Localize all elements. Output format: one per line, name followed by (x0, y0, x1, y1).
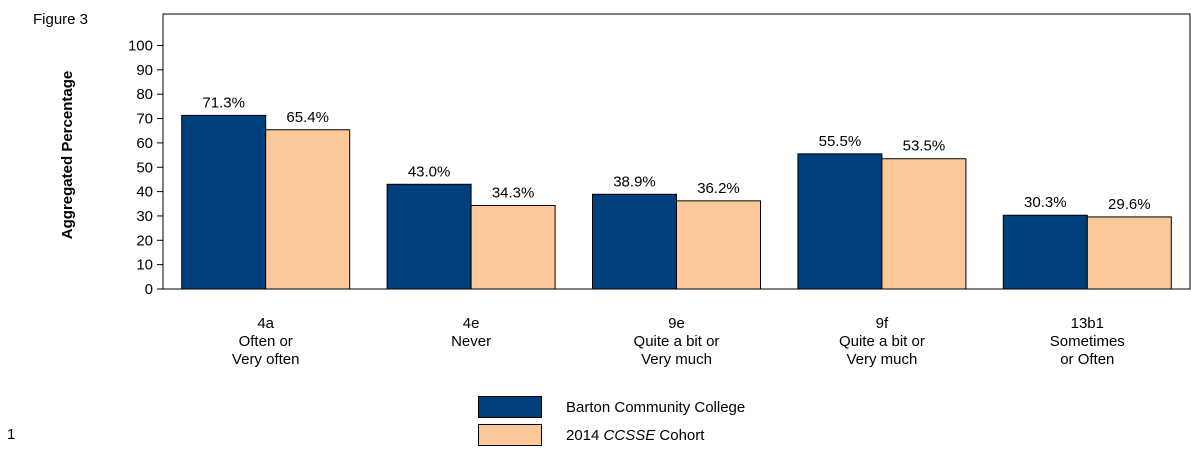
legend-entry-ccsse: 2014 CCSSE Cohort (478, 424, 704, 446)
x-category-label: 4a (257, 315, 274, 332)
x-category-label: Very much (846, 351, 917, 368)
x-category-label: Quite a bit or (839, 333, 925, 350)
x-category-label: Very often (232, 351, 300, 368)
y-tick-label: 100 (128, 38, 153, 55)
data-label: 36.2% (697, 180, 740, 197)
y-tick-label: 20 (136, 232, 153, 249)
bar-ccsse (470, 204, 556, 290)
bar-ccsse (676, 200, 761, 290)
x-category-label: 4e (463, 315, 480, 332)
bar-barton (592, 193, 677, 290)
data-label: 43.0% (408, 163, 451, 180)
data-label: 34.3% (492, 184, 535, 201)
legend-swatch-ccsse (478, 424, 542, 446)
legend-entry-barton: Barton Community College (478, 396, 745, 418)
data-label: 55.5% (819, 133, 862, 150)
data-label: 38.9% (613, 173, 656, 190)
data-label: 53.5% (903, 138, 946, 155)
x-category-label: Very much (641, 351, 712, 368)
x-category-label: Often or (239, 333, 293, 350)
legend-label-ccsse: 2014 CCSSE Cohort (566, 426, 705, 444)
y-tick-label: 30 (136, 208, 153, 225)
bar-ccsse (265, 129, 351, 290)
y-tick-label: 60 (136, 135, 153, 152)
x-category-label: Sometimes (1050, 333, 1125, 350)
x-category-label: Never (451, 333, 491, 350)
y-tick-label: 40 (136, 184, 153, 201)
data-label: 29.6% (1108, 196, 1151, 213)
data-label: 30.3% (1024, 194, 1067, 211)
x-category-label: 9f (876, 315, 889, 332)
y-axis-label: Aggregated Percentage (59, 71, 76, 239)
legend-label-barton: Barton Community College (566, 398, 746, 416)
x-category-label: 13b1 (1071, 315, 1104, 332)
data-label: 71.3% (202, 94, 245, 111)
page-number: 1 (7, 426, 16, 443)
bar-ccsse (1086, 216, 1172, 290)
y-tick-label: 90 (136, 62, 153, 79)
bar-ccsse (881, 158, 967, 290)
y-tick-label: 0 (145, 281, 153, 298)
figure-label: Figure 3 (33, 11, 89, 28)
bar-barton (181, 114, 267, 290)
y-tick-label: 50 (136, 159, 153, 176)
bar-barton (386, 183, 472, 290)
bar-barton (797, 153, 883, 290)
data-label: 65.4% (286, 109, 329, 126)
legend-swatch-barton (478, 396, 542, 418)
y-tick-label: 70 (136, 111, 153, 128)
x-category-label: or Often (1060, 351, 1114, 368)
y-tick-label: 80 (136, 86, 153, 103)
x-category-label: 9e (668, 315, 685, 332)
y-tick-label: 10 (136, 257, 153, 274)
bar-barton (1002, 214, 1088, 290)
x-category-label: Quite a bit or (634, 333, 720, 350)
